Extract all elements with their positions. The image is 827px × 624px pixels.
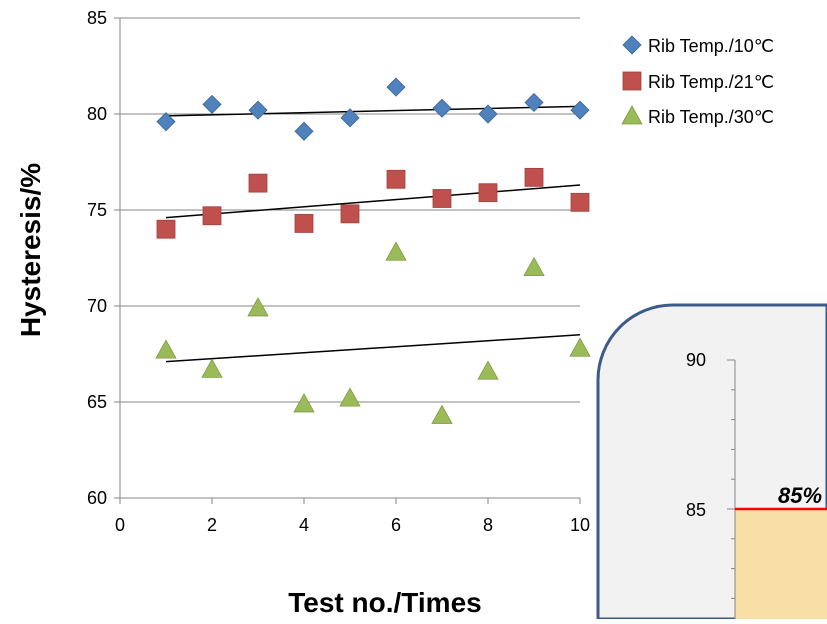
legend-label: Rib Temp./21℃	[648, 72, 774, 92]
data-point-triangle	[385, 241, 407, 261]
legend-marker-square	[622, 71, 642, 91]
legend: Rib Temp./10℃ Rib Temp./21℃ Rib Temp./30℃	[621, 35, 774, 127]
inset-bar-fill	[735, 509, 827, 619]
y-tick-label: 85	[87, 8, 107, 28]
data-point-diamond	[294, 121, 314, 141]
data-point-triangle	[523, 256, 545, 277]
legend-marker-triangle	[621, 105, 643, 125]
data-point-square	[294, 214, 314, 233]
x-tick-labels: 0 2 4 6 8 10	[115, 515, 590, 535]
x-tick-label: 6	[391, 515, 401, 535]
legend-label: Rib Temp./30℃	[648, 107, 774, 127]
trendlines	[165, 105, 581, 363]
y-tick-label: 75	[87, 200, 107, 220]
inset-minor-ticks	[731, 389, 735, 599]
y-tick-label: 60	[87, 488, 107, 508]
data-point-triangle	[431, 404, 453, 424]
data-point-diamond	[570, 100, 590, 120]
inset-reference-label: 85%	[778, 483, 822, 508]
data-point-diamond	[156, 112, 176, 132]
data-point-diamond	[386, 77, 406, 97]
data-point-triangle	[155, 339, 177, 359]
data-point-square	[156, 219, 176, 239]
data-point-triangle	[247, 297, 269, 317]
y-tick-labels: 60 65 70 75 80 85	[87, 8, 107, 508]
axes	[119, 18, 580, 499]
y-tick-label: 80	[87, 104, 107, 124]
data-point-diamond	[478, 104, 498, 124]
y-axis-title: Hysteresis/%	[15, 163, 46, 337]
data-point-triangle	[569, 337, 591, 357]
trendline-series-2	[165, 334, 581, 363]
y-tick-label: 65	[87, 392, 107, 412]
trendline-series-1	[165, 184, 581, 219]
data-point-triangle	[477, 360, 499, 380]
data-points	[155, 77, 591, 424]
trendline-series-0	[165, 105, 581, 117]
data-point-triangle	[293, 393, 315, 413]
gridlines	[114, 17, 581, 504]
data-point-diamond	[202, 94, 222, 114]
x-tick-label: 4	[299, 515, 309, 535]
data-point-square	[478, 183, 498, 203]
data-point-square	[202, 206, 222, 226]
inset-y-tick-85: 85	[686, 500, 706, 520]
data-point-square	[340, 204, 360, 224]
data-point-triangle	[201, 358, 223, 378]
legend-label: Rib Temp./10℃	[648, 36, 774, 56]
data-point-square	[432, 189, 452, 208]
y-tick-label: 70	[87, 296, 107, 316]
inset-y-tick-90: 90	[686, 350, 706, 370]
x-tick-label: 0	[115, 515, 125, 535]
legend-marker-diamond	[622, 35, 642, 55]
data-point-triangle	[339, 387, 361, 407]
data-point-square	[524, 167, 544, 187]
data-point-diamond	[248, 100, 268, 120]
data-point-diamond	[432, 98, 452, 118]
x-tick-label: 2	[207, 515, 217, 535]
x-tick-label: 8	[483, 515, 493, 535]
data-point-square	[386, 169, 406, 189]
x-axis-title: Test no./Times	[288, 587, 481, 618]
inset-chart: 90 85 85%	[596, 303, 827, 621]
data-point-square	[570, 192, 590, 212]
data-point-diamond	[524, 92, 544, 113]
data-point-diamond	[340, 108, 360, 128]
x-tick-label: 10	[570, 515, 590, 535]
data-point-square	[248, 173, 268, 193]
